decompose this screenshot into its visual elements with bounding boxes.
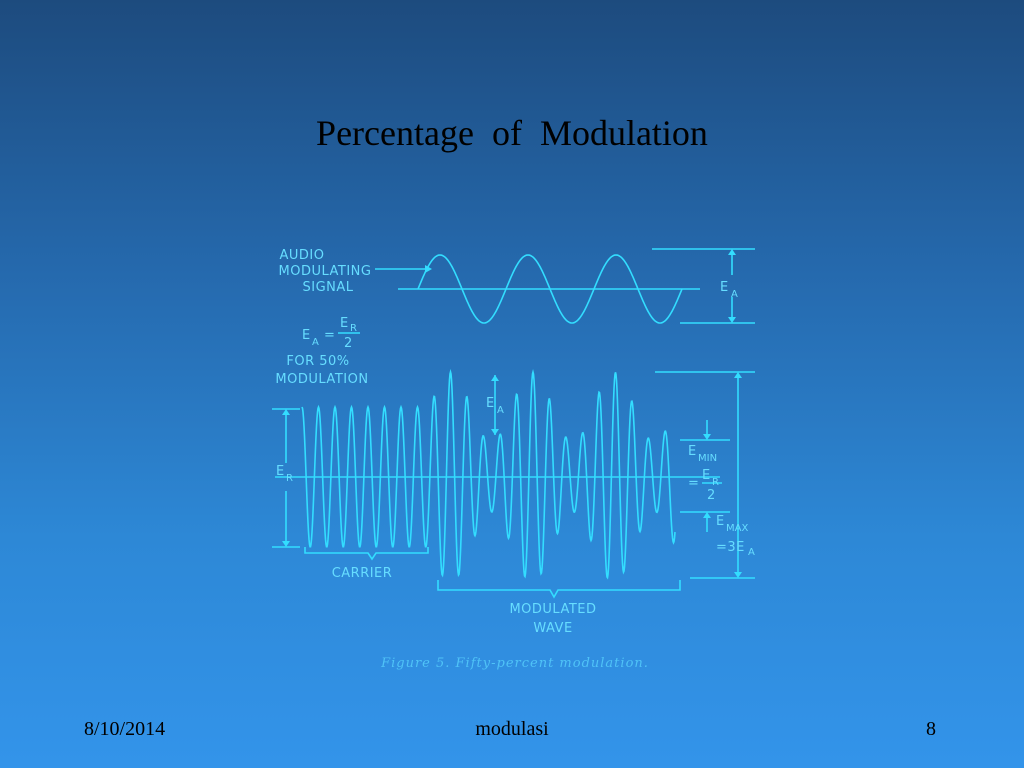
ea-mid-label: E	[486, 396, 495, 411]
ea-mid-arrowhead-down	[491, 429, 499, 435]
modulation-text: MODULATION	[275, 372, 368, 387]
modulation-figure: AUDIO MODULATING SIGNAL E A E A = E R 2 …	[272, 248, 755, 671]
er-arrowhead-up	[282, 409, 290, 415]
ea-arrowhead-down	[728, 317, 736, 323]
ea-mid-label-sub: A	[497, 405, 504, 416]
modulated-brace	[437, 580, 681, 599]
ea-mid-arrowhead-up	[491, 375, 499, 381]
er-arrowhead-down	[282, 541, 290, 547]
formula-den: 2	[344, 336, 353, 351]
ea-arrowhead-up	[728, 249, 736, 255]
emin-label: E	[688, 444, 697, 459]
audio-sine-wave	[417, 254, 683, 324]
emax-label: E	[716, 514, 725, 529]
emax-arrowhead-up	[734, 372, 742, 378]
emin-den: 2	[707, 488, 716, 503]
footer-title: modulasi	[475, 718, 549, 740]
emax-eq: =3E	[716, 540, 745, 555]
ea-label: E	[720, 280, 729, 295]
emin-num-sub: R	[712, 477, 719, 488]
formula-lhs-sub: A	[312, 337, 319, 348]
formula-num-sub: R	[350, 323, 357, 334]
carrier-label: CARRIER	[332, 566, 393, 581]
er-label: E	[276, 464, 285, 479]
modulated-label-line2: WAVE	[533, 621, 572, 636]
audio-label-line2: MODULATING	[279, 264, 372, 279]
slide-number: 8	[926, 718, 936, 740]
slide-title: Percentage of Modulation	[316, 113, 708, 153]
emax-eq-sub: A	[748, 547, 755, 558]
audio-label-line3: SIGNAL	[302, 280, 353, 295]
footer-date: 8/10/2014	[84, 718, 166, 740]
audio-pointer-arrowhead	[425, 265, 432, 273]
carrier-brace	[304, 547, 429, 561]
formula-lhs: E	[302, 328, 311, 343]
ea-label-sub: A	[731, 289, 738, 300]
carrier-and-modulated-wave	[301, 368, 676, 580]
er-label-sub: R	[286, 473, 293, 484]
for-50-text: FOR 50%	[286, 354, 349, 369]
formula-num: E	[340, 316, 349, 331]
emin-eq: =	[688, 476, 699, 491]
emin-arrowhead-up	[703, 512, 711, 518]
emin-arrowhead-down	[703, 434, 711, 440]
emax-arrowhead-down	[734, 572, 742, 578]
formula-eq: =	[324, 328, 335, 343]
emin-label-sub: MIN	[698, 453, 717, 464]
figure-caption: Figure 5. Fifty-percent modulation.	[380, 656, 649, 671]
modulated-label-line1: MODULATED	[509, 602, 596, 617]
audio-label-line1: AUDIO	[280, 248, 325, 263]
emin-num: E	[702, 468, 711, 483]
emax-label-sub: MAX	[726, 523, 748, 534]
